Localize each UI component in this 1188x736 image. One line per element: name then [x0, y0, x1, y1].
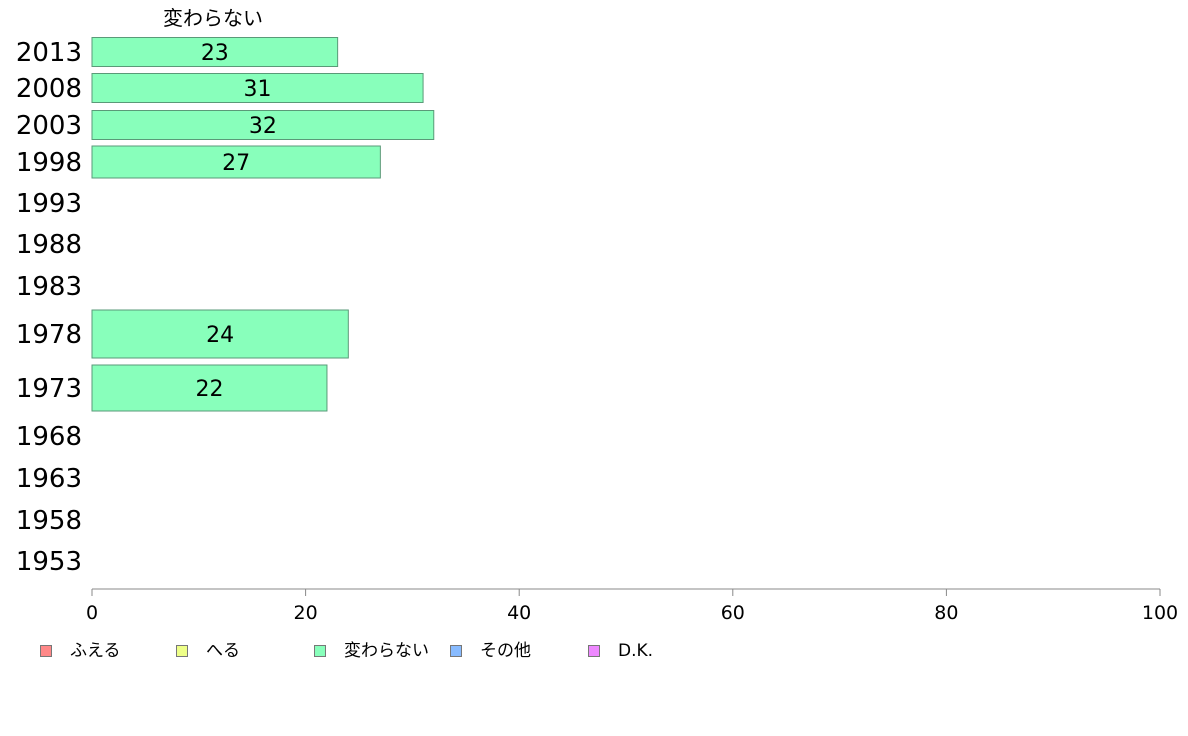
- y-tick-label: 1958: [16, 506, 82, 536]
- y-tick-label: 2003: [16, 111, 82, 141]
- legend-swatch: [450, 645, 462, 657]
- x-axis: 0 20 40 60 80 100: [86, 588, 1178, 624]
- bar-value-label: 31: [244, 77, 272, 102]
- y-tick-label: 2013: [16, 38, 82, 68]
- y-tick-label: 1978: [16, 320, 82, 350]
- bar-value-label: 23: [201, 41, 229, 66]
- legend-item: D.K.: [588, 640, 653, 662]
- y-tick-label: 1968: [16, 422, 82, 452]
- y-tick-label: 1998: [16, 148, 82, 178]
- y-tick-label: 1988: [16, 230, 82, 260]
- y-tick-label: 1983: [16, 272, 82, 302]
- bar-value-label: 27: [222, 151, 250, 176]
- legend-swatch: [314, 645, 326, 657]
- legend-swatch: [176, 645, 188, 657]
- bar: [91, 309, 349, 359]
- legend-label: ふえる: [70, 641, 121, 661]
- bar-chart: 変わらない 2013 23 2008 31 2003 32 1998 27 1993 1988 19…: [16, 6, 1178, 624]
- y-tick-label: 1953: [16, 547, 82, 577]
- x-tick-label: 0: [86, 602, 98, 624]
- x-tick-label: 100: [1142, 602, 1178, 624]
- legend-item: その他: [450, 640, 531, 662]
- chart-rows: 2013 23 2008 31 2003 32 1998 27 1993 1988 1983 1978…: [16, 37, 435, 577]
- y-tick-label: 1973: [16, 374, 82, 404]
- bar-value-label: 24: [206, 323, 234, 348]
- bar-value-label: 32: [249, 114, 277, 139]
- x-tick-label: 60: [721, 602, 745, 624]
- x-tick-label: 80: [934, 602, 958, 624]
- legend-item: 変わらない: [314, 640, 429, 662]
- bar: [91, 145, 381, 179]
- y-tick-label: 2008: [16, 74, 82, 104]
- legend-item: ふえる: [40, 640, 121, 662]
- legend-label: D.K.: [618, 641, 654, 661]
- y-tick-label: 1993: [16, 189, 82, 219]
- x-tick-label: 20: [294, 602, 318, 624]
- bar: [91, 110, 435, 140]
- series-title: 変わらない: [163, 6, 263, 30]
- legend-swatch: [588, 645, 600, 657]
- y-tick-label: 1963: [16, 464, 82, 494]
- x-tick-label: 40: [507, 602, 531, 624]
- legend-label: へる: [206, 641, 240, 661]
- legend-label: 変わらない: [344, 641, 429, 661]
- bar: [91, 73, 424, 103]
- legend-item: へる: [176, 640, 240, 662]
- bar: [91, 364, 328, 412]
- bar: [91, 37, 339, 67]
- legend-label: その他: [480, 641, 531, 661]
- legend-swatch: [40, 645, 52, 657]
- bar-value-label: 22: [195, 377, 223, 402]
